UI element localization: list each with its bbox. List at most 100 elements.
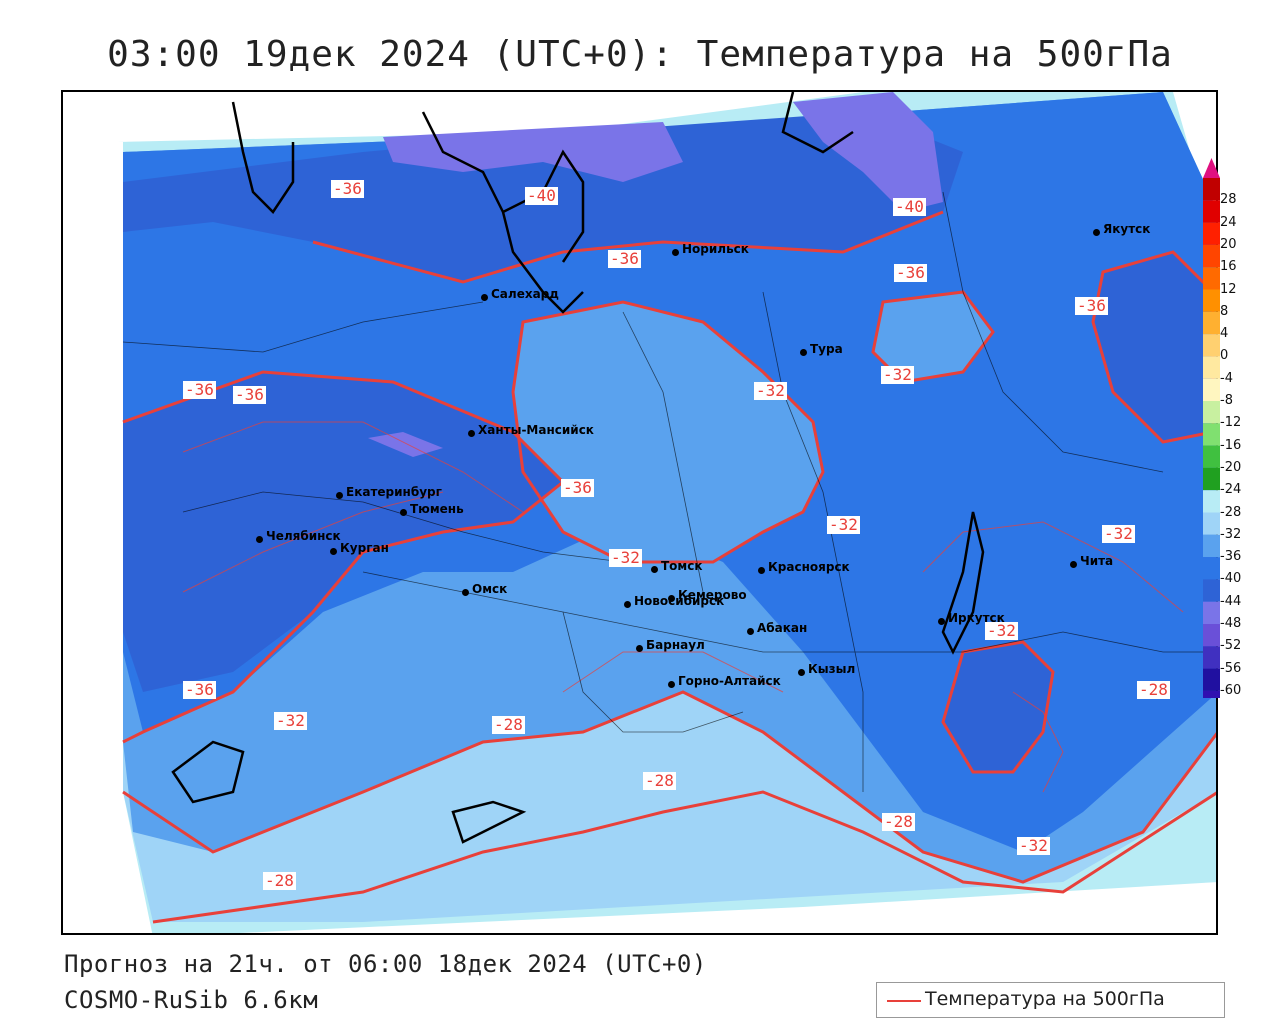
- contour-label: -32: [985, 621, 1018, 640]
- colorbar-swatch: [1203, 467, 1220, 491]
- colorbar-swatch: [1203, 490, 1220, 513]
- contour-label: -32: [274, 711, 307, 730]
- city-label: Иркутск: [948, 611, 1005, 625]
- city-label: Кемерово: [678, 588, 747, 602]
- contour-label: -32: [609, 548, 642, 567]
- colorbar-swatch: [1203, 289, 1220, 312]
- colorbar-swatch: [1203, 690, 1220, 698]
- city-dot: [668, 595, 675, 602]
- city-dot: [400, 509, 407, 516]
- contour-label: -32: [1102, 524, 1135, 543]
- contour-label: -32: [881, 365, 914, 384]
- colorbar-swatch: [1203, 178, 1220, 201]
- contour-label: -28: [882, 812, 915, 831]
- colorbar-swatch: [1203, 624, 1220, 647]
- contour-label: -36: [561, 478, 594, 497]
- colorbar-tick: -36: [1220, 549, 1242, 565]
- temperature-map[interactable]: -36 -40 -36 -36 -36 -32 -32 -36 -36 -32 -32 -32 -32 -…: [61, 90, 1218, 935]
- band-m44-north: [383, 122, 683, 182]
- contour-label: -36: [183, 380, 216, 399]
- contour-label: -36: [233, 385, 266, 404]
- colorbar: 28 24 20 16 12 8 4 0 -4 -8 -12 -16 -20 -24 -28 -32 -36 -4…: [1200, 158, 1260, 698]
- contour-label: -36: [894, 263, 927, 282]
- city-dot: [800, 349, 807, 356]
- colorbar-tick: -8: [1220, 393, 1233, 408]
- city-label: Горно-Алтайск: [678, 674, 781, 688]
- colorbar-tick: -44: [1220, 593, 1242, 609]
- colorbar-tick: 28: [1220, 192, 1237, 208]
- colorbar-swatch: [1203, 378, 1220, 401]
- band-m40-baikal: [943, 642, 1053, 772]
- colorbar-tick: -48: [1220, 616, 1242, 631]
- colorbar-swatch: [1203, 222, 1220, 245]
- colorbar-swatch: [1203, 579, 1220, 602]
- city-label: Салехард: [491, 287, 559, 301]
- forecast-info: Прогноз на 21ч. от 06:00 18дек 2024 (UTC…: [64, 950, 707, 978]
- city-dot: [624, 601, 631, 608]
- contour-label: -40: [893, 197, 926, 216]
- contour-label: -28: [643, 771, 676, 790]
- colorbar-swatch: [1203, 646, 1220, 669]
- contour-label: -32: [754, 381, 787, 400]
- band-inner-light-2: [873, 292, 993, 382]
- colorbar-tick: -16: [1220, 437, 1242, 453]
- city-label: Чита: [1080, 554, 1114, 568]
- colorbar-swatch: [1203, 401, 1220, 424]
- city-dot: [462, 589, 469, 596]
- city-dot: [636, 645, 643, 652]
- city-dot: [668, 681, 675, 688]
- colorbar-swatch: [1203, 445, 1220, 468]
- colorbar-tick: -28: [1220, 504, 1242, 520]
- contour-label: -28: [1137, 680, 1170, 699]
- colorbar-swatches: [1203, 158, 1220, 698]
- colorbar-tick: -40: [1220, 571, 1242, 587]
- city-dot: [672, 249, 679, 256]
- contour-label: -36: [608, 249, 641, 268]
- city-dot: [747, 628, 754, 635]
- contour-label: -36: [1075, 296, 1108, 315]
- contour-label: -28: [492, 715, 525, 734]
- city-dot: [758, 567, 765, 574]
- colorbar-tick: 16: [1220, 259, 1237, 275]
- city-dot: [938, 618, 945, 625]
- colorbar-top-arrow: [1203, 158, 1220, 178]
- colorbar-swatch: [1203, 668, 1220, 691]
- city-dot: [1093, 229, 1100, 236]
- city-dot: [330, 548, 337, 555]
- city-label: Тюмень: [410, 502, 464, 516]
- band-m44-ne: [793, 92, 943, 212]
- city-label: Челябинск: [266, 529, 341, 543]
- band-m44-small: [368, 432, 443, 457]
- colorbar-tick: -24: [1220, 482, 1242, 498]
- contour-label: -40: [525, 186, 558, 205]
- legend: Температура на 500гПа: [876, 982, 1225, 1018]
- city-label: Ханты-Мансийск: [478, 423, 594, 437]
- admin-borders: [122, 191, 1216, 792]
- city-dot: [481, 294, 488, 301]
- contour-label: -28: [263, 871, 296, 890]
- colorbar-swatch: [1203, 512, 1220, 535]
- colorbar-swatch: [1203, 267, 1220, 290]
- colorbar-tick: -52: [1220, 638, 1242, 654]
- city-label: Кызыл: [808, 662, 856, 676]
- legend-label: Температура на 500гПа: [925, 988, 1165, 1010]
- city-label: Норильск: [682, 242, 749, 256]
- colorbar-swatch: [1203, 356, 1220, 379]
- city-label: Красноярск: [768, 560, 850, 574]
- band-inner-light: [513, 302, 823, 562]
- model-info: COSMO-RuSib 6.6км: [64, 986, 319, 1014]
- city-label: Тура: [810, 342, 843, 356]
- contour-label: -36: [183, 680, 216, 699]
- colorbar-tick: 20: [1220, 236, 1237, 252]
- band-m40-east: [1093, 252, 1213, 442]
- colorbar-tick: -32: [1220, 526, 1242, 542]
- colorbar-tick: -60: [1220, 682, 1242, 698]
- colorbar-swatch: [1203, 423, 1220, 446]
- colorbar-swatch: [1203, 557, 1220, 580]
- colorbar-tick: 12: [1220, 281, 1237, 297]
- colorbar-tick: -12: [1220, 415, 1242, 431]
- colorbar-tick: 4: [1220, 326, 1229, 342]
- contour-label: -32: [1017, 836, 1050, 855]
- colorbar-swatch: [1203, 244, 1220, 268]
- map-title: 03:00 19дек 2024 (UTC+0): Температура на…: [107, 34, 1173, 75]
